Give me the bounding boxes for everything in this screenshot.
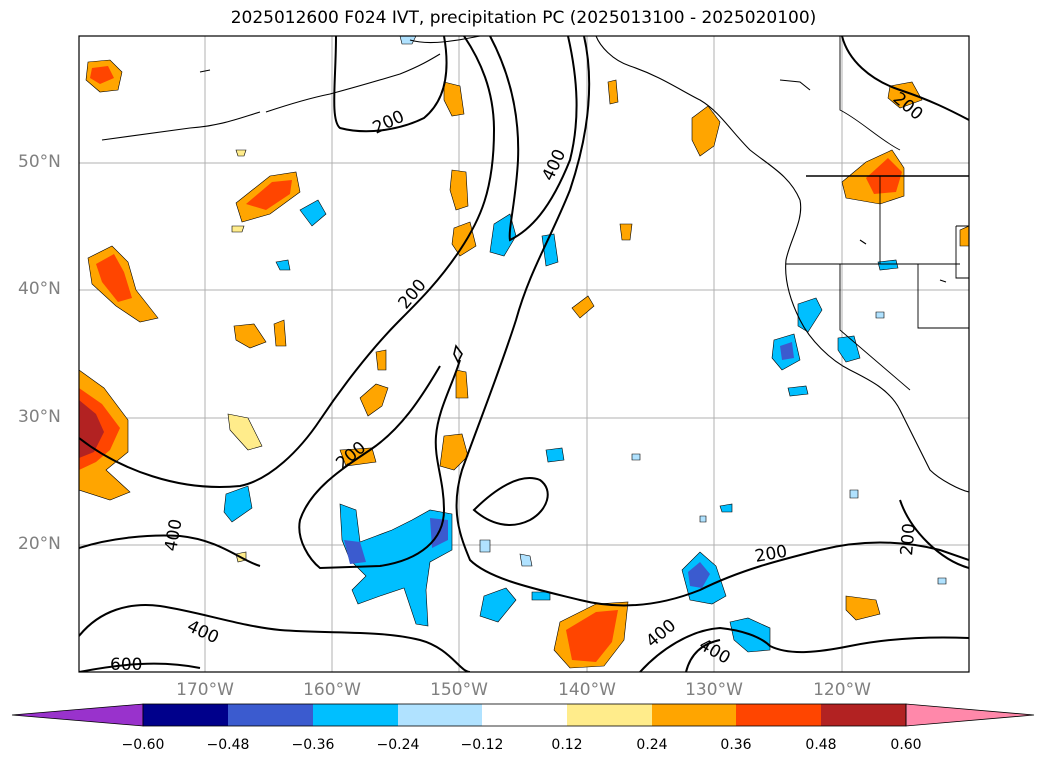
colorbar-extend-high (905, 703, 1035, 727)
colorbar (11, 703, 1035, 727)
lon-label: 160°W (303, 680, 361, 700)
lon-label: 120°W (813, 680, 871, 700)
svg-text:600: 600 (110, 655, 142, 675)
colorbar-tick-label: −0.60 (121, 737, 165, 753)
colorbar-swatch (143, 704, 228, 726)
colorbar-swatch (821, 704, 906, 726)
negative-anomaly-patches (223, 36, 947, 653)
colorbar-tick-label: 0.36 (720, 737, 752, 753)
map-title: 2025012600 F024 IVT, precipitation PC (2… (230, 8, 817, 28)
political-borders (786, 36, 969, 391)
colorbar-swatch (398, 704, 482, 726)
colorbar-tick-label: 0.60 (890, 737, 922, 753)
lat-label: 50°N (18, 152, 61, 172)
coastlines (101, 36, 969, 493)
colorbar-swatch (652, 704, 736, 726)
svg-text:200: 200 (897, 522, 920, 556)
map-frame (78, 35, 970, 673)
colorbar-tick-label: 0.48 (805, 737, 837, 753)
lon-label: 140°W (558, 680, 616, 700)
lat-label: 30°N (18, 407, 61, 427)
colorbar-swatch (228, 704, 313, 726)
colorbar-tick-label: −0.48 (206, 737, 250, 753)
lon-label: 170°W (176, 680, 234, 700)
colorbar-swatch (313, 704, 398, 726)
lon-label: 130°W (685, 680, 743, 700)
colorbar-swatch (736, 704, 821, 726)
ivt-contours (79, 36, 969, 672)
colorbar-swatch (482, 704, 567, 726)
colorbar-tick-label: 0.12 (551, 737, 583, 753)
colorbar-tick-label: 0.24 (636, 737, 668, 753)
colorbar-extend-low (11, 703, 144, 727)
lat-label: 20°N (18, 534, 61, 554)
positive-anomaly-patches (79, 59, 969, 669)
colorbar-tick-label: −0.12 (460, 737, 504, 753)
colorbar-swatch (567, 704, 652, 726)
lon-label: 150°W (430, 680, 488, 700)
map-area (79, 36, 969, 672)
colorbar-tick-label: −0.24 (376, 737, 420, 753)
lat-label: 40°N (18, 279, 61, 299)
colorbar-tick-label: −0.36 (291, 737, 335, 753)
